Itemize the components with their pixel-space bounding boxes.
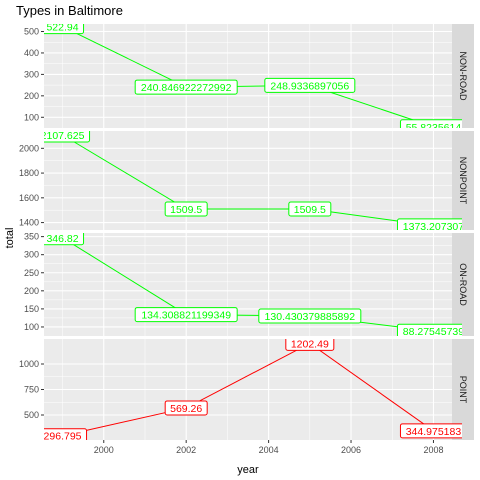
facet-strip bbox=[452, 233, 474, 336]
data-labels: 346.82 134.308821199349 130.430379885892 88… bbox=[44, 233, 464, 338]
data-label-box bbox=[285, 339, 335, 351]
y-tick-label: 200 bbox=[24, 91, 39, 101]
y-tick-label: 1600 bbox=[19, 193, 39, 203]
x-tick-label: 2000 bbox=[94, 445, 114, 455]
facet-panel: 100 200 300 400 500 NON-ROAD 522.94 240.8469222… bbox=[24, 22, 474, 134]
data-label: 296.795 bbox=[44, 431, 82, 443]
data-label-box bbox=[164, 201, 208, 217]
facet-panel: 1400 1600 1800 2000 NONPOINT 2107.625 1509.5 15… bbox=[19, 130, 474, 233]
data-label: 346.82 bbox=[46, 233, 78, 245]
data-label: 1509.5 bbox=[170, 204, 202, 216]
chart-title: Types in Baltimore bbox=[16, 3, 123, 18]
x-axis: 2000 2002 2004 2006 2008 bbox=[94, 440, 443, 455]
data-label: 55.8235614 bbox=[406, 122, 462, 134]
series-line bbox=[62, 134, 434, 227]
facet-panel: 100 150 200 250 300 350 ON-ROAD 346.82 134.30882… bbox=[24, 232, 474, 338]
data-label-box bbox=[134, 307, 238, 323]
data-label: 569.26 bbox=[170, 403, 202, 415]
data-label-box bbox=[44, 428, 88, 440]
data-label-box bbox=[44, 131, 91, 143]
data-label-box bbox=[44, 24, 85, 35]
y-tick-label: 300 bbox=[24, 250, 39, 260]
data-label-box bbox=[44, 233, 85, 246]
facet-strip bbox=[452, 131, 474, 230]
facet-strip-label: NON-ROAD bbox=[458, 52, 468, 101]
facet-panel: 500 750 1000 POINT 296.795 569.26 1202.49 344.9… bbox=[19, 338, 474, 443]
facet-strip bbox=[452, 24, 474, 128]
y-tick-label: 100 bbox=[24, 322, 39, 332]
y-tick-label: 750 bbox=[24, 385, 39, 395]
y-axis-title: total bbox=[4, 228, 16, 249]
y-tick-label: 250 bbox=[24, 268, 39, 278]
data-label: 344.975183 bbox=[406, 426, 462, 438]
data-label: 1509.5 bbox=[294, 204, 326, 216]
data-label-box bbox=[396, 218, 462, 230]
y-tick-label: 100 bbox=[24, 112, 39, 122]
data-labels: 522.94 240.846922272992 248.9336897056 55.8… bbox=[44, 22, 462, 134]
data-label: 522.94 bbox=[46, 22, 78, 34]
data-label: 248.9336897056 bbox=[270, 80, 349, 92]
series-line bbox=[62, 26, 434, 128]
data-label: 88.27545739 bbox=[403, 326, 464, 338]
data-label-box bbox=[258, 308, 362, 324]
y-tick-label: 400 bbox=[24, 48, 39, 58]
x-tick-label: 2002 bbox=[176, 445, 196, 455]
facet-panels: 100 200 300 400 500 NON-ROAD 522.94 240.8469222… bbox=[19, 22, 474, 443]
panel-background bbox=[44, 233, 452, 336]
data-label: 1373.207307 bbox=[403, 221, 464, 233]
y-tick-label: 500 bbox=[24, 27, 39, 37]
data-label: 240.846922272992 bbox=[141, 82, 232, 94]
data-label: 2107.625 bbox=[41, 130, 85, 142]
y-tick-label: 150 bbox=[24, 304, 39, 314]
data-labels: 296.795 569.26 1202.49 344.975183 bbox=[44, 338, 462, 443]
y-tick-label: 1000 bbox=[19, 359, 39, 369]
x-tick-label: 2004 bbox=[259, 445, 279, 455]
data-label-box bbox=[164, 400, 208, 416]
series-line bbox=[62, 237, 434, 332]
y-tick-label: 1400 bbox=[19, 218, 39, 228]
data-label: 130.430379885892 bbox=[265, 311, 356, 323]
data-label-box bbox=[134, 79, 238, 95]
y-tick-label: 300 bbox=[24, 69, 39, 79]
y-tick-label: 2000 bbox=[19, 143, 39, 153]
facet-strip bbox=[452, 339, 474, 440]
y-tick-label: 200 bbox=[24, 286, 39, 296]
data-label: 134.308821199349 bbox=[141, 310, 231, 322]
x-tick-label: 2008 bbox=[423, 445, 443, 455]
x-axis-title: year bbox=[237, 464, 259, 476]
panel-background bbox=[44, 131, 452, 230]
data-label: 1202.49 bbox=[291, 338, 329, 350]
x-tick-label: 2006 bbox=[341, 445, 361, 455]
y-tick-label: 350 bbox=[24, 232, 39, 242]
facet-strip-label: NONPOINT bbox=[458, 157, 468, 205]
data-label-box bbox=[396, 323, 462, 336]
y-tick-label: 1800 bbox=[19, 168, 39, 178]
facet-strip-label: ON-ROAD bbox=[458, 263, 468, 306]
data-label-box bbox=[264, 77, 356, 93]
data-label-box bbox=[399, 423, 462, 439]
data-labels: 2107.625 1509.5 1509.5 1373.207307 bbox=[41, 130, 464, 233]
y-tick-label: 500 bbox=[24, 410, 39, 420]
data-label-box bbox=[288, 201, 332, 217]
data-label-box bbox=[399, 119, 462, 128]
series-line bbox=[62, 342, 434, 437]
facet-strip-label: POINT bbox=[458, 376, 468, 404]
